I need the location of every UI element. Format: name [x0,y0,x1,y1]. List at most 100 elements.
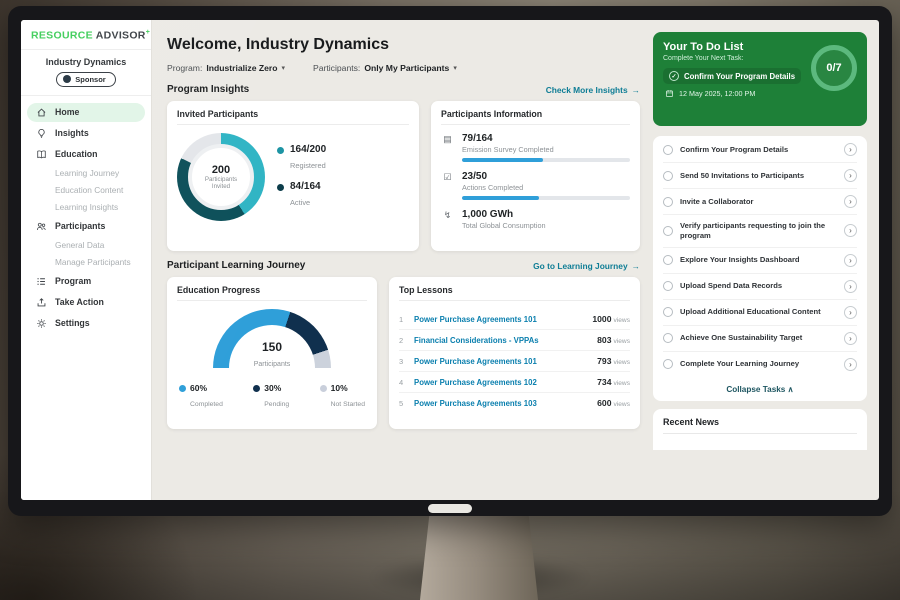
todo-progress-count: 0/7 [826,62,842,74]
monitor-stand [420,514,538,600]
task-invite-collaborator[interactable]: Invite a Collaborator › [663,189,857,215]
go-to-learning-journey-link[interactable]: Go to Learning Journey → [533,261,640,271]
chevron-right-icon[interactable]: › [844,224,857,238]
chevron-right-icon[interactable]: › [844,279,857,293]
program-insights-cards: Invited Participants 200 Participants In… [167,101,640,251]
chevron-right-icon[interactable]: › [844,305,857,319]
task-achieve-sustainability-target[interactable]: Achieve One Sustainability Target › [663,326,857,352]
sidebar-item-label: Participants [55,221,106,231]
survey-icon: ▤ [443,134,452,144]
actions-completed-value: 23/50 [462,171,488,182]
task-checkbox[interactable] [663,255,673,266]
participants-filter-value: Only My Participants [364,63,450,73]
task-checkbox[interactable] [663,196,673,207]
task-upload-educational-content[interactable]: Upload Additional Educational Content › [663,300,857,326]
sidebar-item-education-content[interactable]: Education Content [55,185,124,195]
participants-information-card: Participants Information ▤ 79/164 Emissi… [431,101,640,251]
logo-text-secondary: ADVISOR [95,29,146,42]
task-confirm-program-details[interactable]: Confirm Your Program Details › [663,137,857,163]
sidebar-item-settings[interactable]: Settings [27,314,145,333]
legend-not-started: 10% Not Started [319,383,365,411]
collapse-tasks-button[interactable]: Collapse Tasks ∧ [663,377,857,400]
learning-journey-cards: Education Progress 150 Participants 60% [167,277,640,429]
education-total-label: Participants [253,361,291,368]
sidebar-item-insights[interactable]: Insights [27,124,145,143]
legend-pending: 30% Pending [253,383,289,411]
program-filter-dropdown[interactable]: Program: Industrialize Zero ▾ [167,63,285,73]
todo-next-task[interactable]: ✓ Confirm Your Program Details [663,68,802,84]
chevron-up-icon: ∧ [787,384,794,394]
task-checkbox[interactable] [663,333,673,344]
list-icon [35,276,48,287]
lesson-link[interactable]: Power Purchase Agreements 101 [414,314,537,324]
lesson-link[interactable]: Power Purchase Agreements 101 [414,356,537,366]
energy-icon: ↯ [443,210,452,220]
lesson-link[interactable]: Financial Considerations - VPPAs [414,335,539,345]
collapse-label: Collapse Tasks [726,384,786,394]
sidebar-item-participants[interactable]: Participants [27,217,145,236]
lightbulb-icon [35,128,48,139]
task-checkbox[interactable] [663,307,673,318]
task-checkbox[interactable] [663,170,673,181]
participants-filter-dropdown[interactable]: Participants: Only My Participants ▾ [313,63,457,73]
recent-news-title: Recent News [663,417,857,434]
lesson-link[interactable]: Power Purchase Agreements 103 [414,398,537,408]
task-upload-spend-data[interactable]: Upload Spend Data Records › [663,274,857,300]
task-checkbox[interactable] [663,359,673,370]
completed-dot [179,385,186,392]
lesson-rank: 5 [399,398,404,408]
sidebar-item-education[interactable]: Education [27,145,145,164]
card-title: Participants Information [441,109,630,125]
task-send-invitations[interactable]: Send 50 Invitations to Participants › [663,163,857,189]
page-title: Welcome, Industry Dynamics [167,36,389,53]
sidebar-item-manage-participants[interactable]: Manage Participants [55,257,131,267]
consumption-label: Total Global Consumption [462,221,546,230]
next-task-label: Confirm Your Program Details [684,71,796,81]
lesson-row: 1 Power Purchase Agreements 101 1000 view… [399,309,630,330]
upload-icon [35,297,48,308]
invited-participants-card: Invited Participants 200 Participants In… [167,101,419,251]
program-insights-header: Program Insights Check More Insights → [167,84,640,95]
sidebar-item-label: Home [55,107,80,117]
task-complete-learning-journey[interactable]: Complete Your Learning Journey › [663,352,857,377]
card-title: Education Progress [177,285,367,301]
chevron-right-icon[interactable]: › [844,253,857,267]
registered-dot [277,147,284,154]
sidebar-item-general-data[interactable]: General Data [55,240,105,250]
due-date: 12 May 2025, 12:00 PM [679,89,756,98]
donut-legend: 164/200 Registered 84/164 Active [277,136,326,218]
sidebar-item-take-action[interactable]: Take Action [27,293,145,312]
todo-subtitle: Complete Your Next Task: [663,55,744,62]
task-checkbox[interactable] [663,281,673,292]
sidebar-item-learning-journey[interactable]: Learning Journey [55,168,120,178]
gauge-center: 150 Participants [213,341,331,371]
app-logo[interactable]: RESOURCE ADVISOR+ [21,29,151,50]
check-more-insights-link[interactable]: Check More Insights → [546,85,640,95]
sidebar-item-home[interactable]: Home [27,102,145,122]
gear-icon [35,318,48,329]
pending-label: Pending [264,401,290,408]
task-verify-participants[interactable]: Verify participants requesting to join t… [663,215,857,248]
lesson-views: 803 [597,335,612,345]
chevron-right-icon[interactable]: › [844,331,857,345]
sidebar-item-program[interactable]: Program [27,272,145,291]
link-text: Check More Insights [545,84,628,95]
task-explore-insights[interactable]: Explore Your Insights Dashboard › [663,248,857,274]
donut-center: 200 Participants Invited [177,133,265,221]
section-title: Participant Learning Journey [167,260,306,271]
task-label: Complete Your Learning Journey [680,359,800,369]
task-checkbox[interactable] [663,225,673,236]
chevron-right-icon[interactable]: › [844,169,857,182]
lesson-link[interactable]: Power Purchase Agreements 102 [414,377,537,387]
chevron-right-icon[interactable]: › [844,357,857,371]
task-checkbox[interactable] [663,144,673,155]
lesson-rank: 4 [399,377,404,387]
lesson-views-label: views [613,338,631,345]
todo-column: Your To Do List Complete Your Next Task:… [653,20,879,500]
chevron-right-icon[interactable]: › [844,195,857,208]
todo-title: Your To Do List [663,41,744,53]
chevron-right-icon[interactable]: › [844,143,857,156]
program-filter-label: Program: [167,63,203,73]
logo-plus: + [145,29,151,36]
sidebar-item-learning-insights[interactable]: Learning Insights [55,202,119,212]
